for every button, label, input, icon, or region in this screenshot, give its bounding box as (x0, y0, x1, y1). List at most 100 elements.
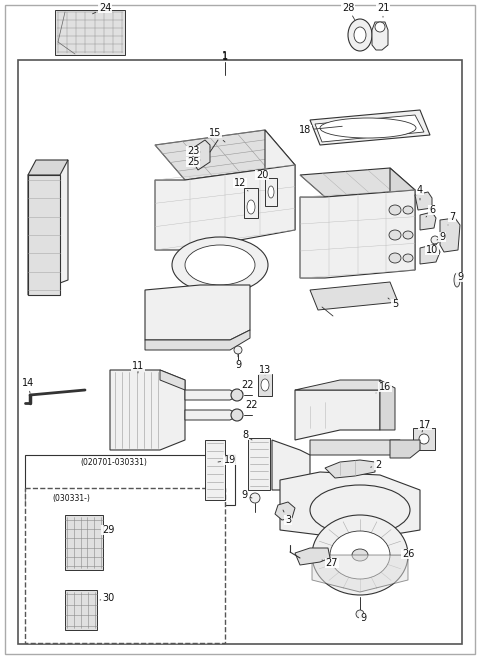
Text: 6: 6 (426, 205, 435, 217)
Text: 30: 30 (100, 593, 114, 603)
Polygon shape (310, 440, 400, 455)
Polygon shape (310, 282, 398, 310)
Polygon shape (372, 22, 388, 50)
Ellipse shape (234, 346, 242, 354)
Ellipse shape (250, 493, 260, 503)
Polygon shape (420, 212, 436, 230)
Polygon shape (185, 390, 240, 400)
Polygon shape (272, 440, 310, 490)
Text: 28: 28 (342, 3, 355, 20)
Text: 19: 19 (218, 455, 236, 465)
Ellipse shape (389, 253, 401, 263)
Bar (18, 60, 462, 644)
Text: 10: 10 (426, 245, 438, 255)
Text: 22: 22 (246, 400, 258, 410)
Text: 17: 17 (419, 420, 431, 432)
Text: 9: 9 (235, 354, 241, 370)
Text: 18: 18 (299, 125, 342, 135)
Ellipse shape (431, 236, 439, 244)
Text: 5: 5 (388, 298, 398, 309)
Bar (55, 10, 125, 55)
Text: 15: 15 (209, 128, 225, 142)
Ellipse shape (312, 515, 408, 595)
Polygon shape (265, 130, 295, 230)
Polygon shape (310, 110, 430, 145)
Ellipse shape (268, 186, 274, 198)
Text: 7: 7 (448, 212, 455, 225)
Polygon shape (300, 168, 415, 197)
Text: 9: 9 (457, 272, 463, 282)
Text: (030331-): (030331-) (52, 494, 90, 503)
Text: 4: 4 (417, 185, 423, 200)
Polygon shape (110, 370, 185, 450)
Ellipse shape (356, 610, 364, 618)
Polygon shape (155, 165, 295, 250)
Bar (25, 455, 235, 505)
Ellipse shape (310, 485, 410, 535)
Ellipse shape (231, 409, 243, 421)
Ellipse shape (348, 19, 372, 51)
Bar (65, 515, 103, 570)
Text: 16: 16 (376, 382, 391, 393)
Polygon shape (275, 502, 295, 520)
Text: 1: 1 (222, 52, 228, 62)
Ellipse shape (389, 205, 401, 215)
Ellipse shape (261, 379, 269, 391)
Polygon shape (28, 175, 60, 295)
Text: 8: 8 (242, 430, 252, 440)
Ellipse shape (320, 118, 416, 138)
Text: 11: 11 (132, 361, 144, 373)
Text: 2: 2 (371, 460, 381, 470)
Polygon shape (145, 330, 250, 350)
Polygon shape (295, 380, 380, 390)
Ellipse shape (352, 549, 368, 561)
Ellipse shape (185, 245, 255, 285)
Text: 12: 12 (234, 178, 248, 191)
Polygon shape (420, 244, 440, 264)
Polygon shape (390, 168, 415, 270)
Ellipse shape (403, 206, 413, 214)
Ellipse shape (454, 273, 460, 287)
Text: 26: 26 (402, 549, 414, 559)
Bar (413, 428, 435, 450)
Ellipse shape (330, 531, 390, 579)
Polygon shape (300, 190, 415, 278)
Text: 13: 13 (259, 365, 271, 375)
Text: 21: 21 (377, 3, 389, 17)
Ellipse shape (403, 231, 413, 239)
Polygon shape (160, 370, 185, 390)
Text: 23: 23 (187, 146, 200, 156)
Polygon shape (28, 160, 68, 175)
Bar (248, 438, 270, 490)
Text: 9: 9 (360, 613, 366, 623)
Ellipse shape (354, 27, 366, 43)
Polygon shape (193, 140, 210, 170)
Polygon shape (315, 115, 424, 142)
Text: 20: 20 (256, 170, 268, 180)
Polygon shape (390, 440, 420, 458)
Text: (020701-030331): (020701-030331) (80, 457, 147, 467)
Bar (258, 374, 272, 396)
Ellipse shape (389, 230, 401, 240)
Polygon shape (380, 380, 395, 430)
Bar (265, 178, 277, 206)
Text: 14: 14 (22, 378, 34, 393)
Polygon shape (312, 555, 408, 592)
Polygon shape (280, 472, 420, 540)
Ellipse shape (247, 200, 255, 214)
Text: 27: 27 (322, 558, 338, 568)
Bar (25, 488, 225, 643)
Bar (205, 440, 225, 500)
Text: 29: 29 (102, 525, 114, 535)
Text: 25: 25 (187, 157, 200, 167)
Text: 3: 3 (283, 510, 291, 525)
Polygon shape (440, 218, 460, 252)
Polygon shape (415, 192, 432, 210)
Polygon shape (295, 548, 330, 565)
Polygon shape (185, 410, 240, 420)
Polygon shape (325, 460, 375, 478)
Ellipse shape (419, 434, 429, 444)
Text: 22: 22 (241, 380, 253, 393)
Ellipse shape (375, 22, 385, 32)
Text: 1: 1 (222, 51, 228, 61)
